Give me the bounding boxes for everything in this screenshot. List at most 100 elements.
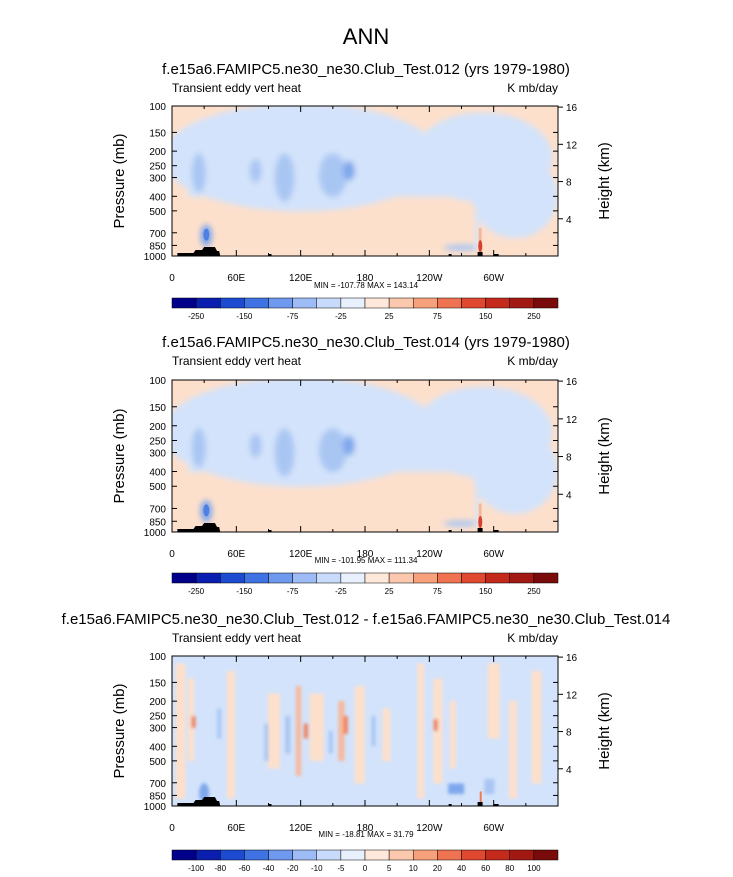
- topography-small: [448, 804, 452, 806]
- topography-small: [493, 530, 499, 532]
- colorbar-swatch: [292, 849, 317, 861]
- y-tick-label: 700: [149, 229, 166, 240]
- colorbar-label: 5: [387, 864, 392, 872]
- units-label: K mb/day: [507, 631, 558, 645]
- negative-core: [318, 428, 347, 473]
- height-tick-label: 8: [566, 728, 572, 739]
- y-tick-label: 700: [149, 504, 166, 515]
- colorbar-swatch: [388, 572, 414, 584]
- colorbar-swatch: [388, 297, 414, 309]
- colorbar-swatch: [340, 572, 366, 584]
- colorbar-label: -250: [188, 312, 205, 321]
- positive-region: [309, 693, 324, 761]
- y-tick-label: 400: [149, 468, 166, 479]
- colorbar-swatch: [533, 572, 559, 584]
- colorbar-label: 150: [479, 312, 493, 321]
- y-tick-label: 500: [149, 482, 166, 493]
- positive-region: [338, 701, 345, 761]
- y-tick-label: 200: [149, 697, 166, 708]
- units-label: K mb/day: [507, 354, 558, 368]
- x-tick-label: 0: [169, 549, 175, 560]
- x-axis: 0 60E 120E 180 120W 60W: [169, 656, 559, 834]
- colorbar-swatch: [316, 849, 342, 861]
- negative-region: [188, 144, 528, 197]
- variable-label: Transient eddy vert heat: [172, 631, 302, 645]
- x-tick-label: 60W: [483, 823, 504, 834]
- positive-region: [354, 686, 365, 784]
- x-tick-label: 120W: [416, 549, 443, 560]
- y-tick-label: 100: [149, 376, 166, 387]
- negative-core: [274, 428, 295, 477]
- variable-label: Transient eddy vert heat: [172, 81, 302, 95]
- colorbar-swatch: [244, 849, 269, 861]
- height-tick-label: 16: [566, 377, 578, 388]
- chart-panel-2: f.e15a6.FAMIPC5.ne30_ne30.Club_Test.014 …: [111, 334, 613, 596]
- colorbar-swatch: [485, 849, 510, 861]
- colorbar-swatch: [437, 297, 462, 309]
- contour-field: [172, 380, 558, 532]
- colorbar-label: -75: [287, 312, 299, 321]
- y-axis-title: Pressure (mb): [111, 683, 128, 778]
- positive-core: [433, 719, 438, 731]
- colorbar-label: 75: [433, 587, 442, 596]
- negative-core: [264, 723, 269, 761]
- negative-core: [249, 433, 262, 458]
- colorbar-label: 25: [385, 587, 394, 596]
- colorbar-label: -25: [335, 587, 347, 596]
- x-tick-label: 180: [357, 823, 374, 834]
- positive-core: [191, 716, 196, 728]
- negative-core: [448, 783, 465, 794]
- x-tick-label: 120W: [416, 823, 443, 834]
- colorbar-label: 80: [505, 864, 514, 872]
- negative-region: [475, 132, 480, 250]
- topography-small: [268, 254, 272, 256]
- negative-core: [484, 779, 495, 794]
- topography-asia: [177, 523, 221, 532]
- y-tick-label: 400: [149, 192, 166, 203]
- height-tick-label: 4: [566, 490, 572, 501]
- main-title: ANN: [343, 24, 389, 49]
- colorbar-swatch: [220, 297, 245, 309]
- colorbar-label: -25: [335, 312, 347, 321]
- topography: [177, 523, 499, 532]
- topography-small: [493, 254, 499, 256]
- height-tick-label: 12: [566, 140, 578, 151]
- colorbar-swatch: [220, 849, 245, 861]
- height-tick-label: 8: [566, 453, 572, 464]
- colorbar-label: 250: [527, 312, 541, 321]
- colorbar-swatch: [316, 297, 342, 309]
- negative-core: [249, 158, 262, 183]
- contour-field: [172, 106, 558, 256]
- panel-title: f.e15a6.FAMIPC5.ne30_ne30.Club_Test.014 …: [162, 334, 570, 351]
- colorbar-label: 25: [385, 312, 394, 321]
- colorbar-label: -60: [239, 864, 251, 872]
- positive-region: [267, 693, 280, 769]
- y-axis-right-title: Height (km): [596, 142, 613, 220]
- negative-core: [285, 716, 291, 754]
- colorbar-swatch: [292, 297, 317, 309]
- colorbar-label: -100: [188, 864, 205, 872]
- colorbar: -250 -150 -75 -25 25 75 150 250: [171, 572, 559, 596]
- negative-core: [217, 708, 222, 739]
- positive-region: [417, 663, 425, 799]
- colorbar-label: 75: [433, 312, 442, 321]
- y-axis-right-title: Height (km): [596, 417, 613, 495]
- colorbar: -250 -150 -75 -25 25 75 150 250: [171, 297, 559, 321]
- x-tick-label: 60E: [227, 273, 245, 284]
- negative-region: [472, 428, 558, 515]
- colorbar-swatch: [220, 572, 245, 584]
- x-tick-label: 60W: [483, 273, 504, 284]
- contour-field: [172, 656, 558, 806]
- topography: [177, 797, 499, 806]
- topography-small: [448, 254, 452, 256]
- x-tick-label: 180: [357, 273, 374, 284]
- topography-andes: [477, 528, 483, 532]
- negative-region: [475, 406, 480, 526]
- colorbar-swatch: [340, 849, 366, 861]
- colorbar-label: 20: [433, 864, 442, 872]
- chart-panel-3: f.e15a6.FAMIPC5.ne30_ne30.Club_Test.012 …: [62, 611, 671, 873]
- y-tick-label: 300: [149, 724, 166, 735]
